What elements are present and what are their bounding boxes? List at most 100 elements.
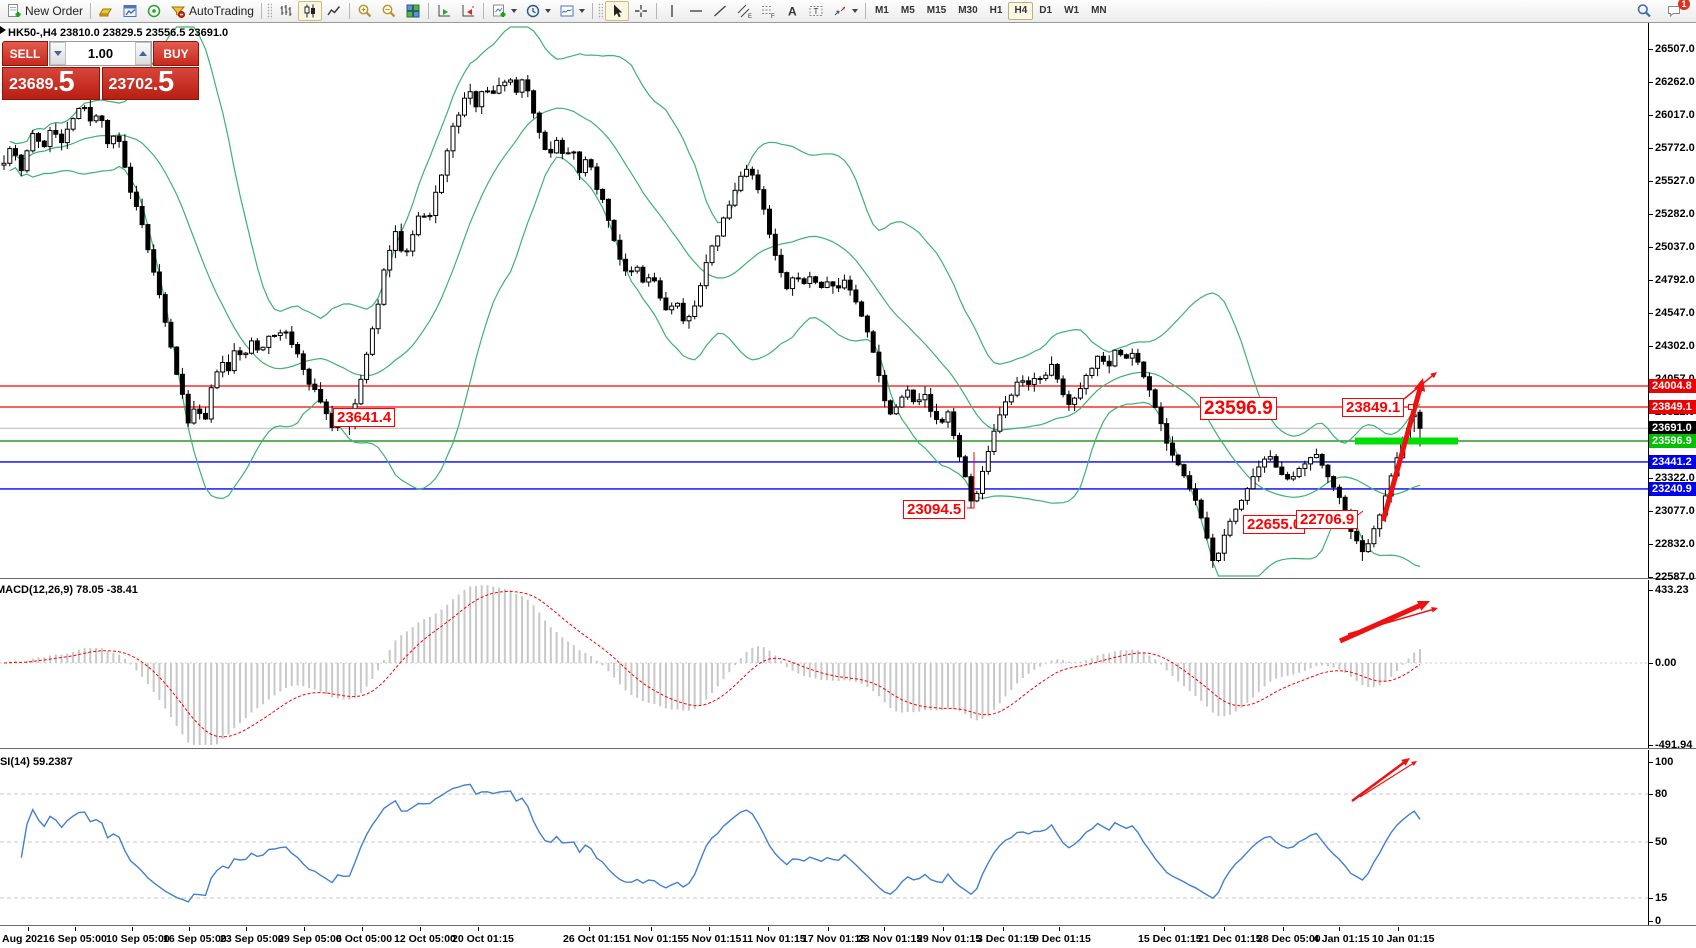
- signals-button[interactable]: [142, 1, 166, 21]
- pane-separator-rsi[interactable]: [0, 748, 1696, 750]
- chart-shift-button[interactable]: [456, 1, 480, 21]
- bar-chart-button[interactable]: [274, 1, 298, 21]
- dropdown-caret-icon: [578, 9, 585, 13]
- time-axis-label: 11 Nov 01:15: [742, 933, 806, 945]
- dropdown-caret-icon: [544, 9, 551, 13]
- toolbar-separator: [864, 3, 866, 19]
- tile-windows-button[interactable]: [401, 1, 425, 21]
- timeframe-h4-button[interactable]: H4: [1008, 2, 1034, 20]
- timeframe-m1-button[interactable]: M1: [874, 5, 889, 16]
- autotrading-button[interactable]: AutoTrading: [166, 1, 258, 21]
- zoom-out-button[interactable]: [377, 1, 401, 21]
- time-axis-label: 26 Oct 01:15: [563, 933, 625, 945]
- equidistant-channel-tool[interactable]: E: [732, 1, 756, 21]
- price-axis-tick-mark: [1649, 280, 1653, 281]
- sell-price-dot: .: [53, 74, 59, 94]
- price-callout-22655-0[interactable]: 22655.0: [1243, 515, 1306, 534]
- fibonacci-tool[interactable]: F: [756, 1, 780, 21]
- buy-button[interactable]: BUY: [153, 41, 199, 66]
- line-chart-button[interactable]: [322, 1, 346, 21]
- zoom-in-button[interactable]: [353, 1, 377, 21]
- object-anchor-handle[interactable]: [1408, 404, 1414, 410]
- rsi-axis-tick-mark: [1649, 794, 1653, 795]
- time-axis-tick-mark: [189, 927, 190, 931]
- price-axis-tick-label: 25527.0: [1655, 174, 1695, 187]
- time-axis-label: 1 Nov 01:15: [625, 933, 684, 945]
- horizontal-line-tool[interactable]: [684, 1, 708, 21]
- price-callout-23641-4[interactable]: 23641.4: [333, 408, 396, 427]
- arrows-tool[interactable]: [828, 1, 862, 21]
- toolbar-separator: [427, 3, 429, 19]
- text-tool[interactable]: A: [780, 1, 804, 21]
- timeframe-mn-button[interactable]: MN: [1091, 5, 1107, 16]
- time-axis[interactable]: Aug 2021 6 Sep 05:00 10 Sep 05:00 16 Sep 05…: [0, 927, 1696, 948]
- timeframe-w1-button[interactable]: W1: [1064, 5, 1080, 16]
- triangle-down-icon: [54, 51, 62, 56]
- price-axis-border: [1648, 23, 1649, 926]
- price-axis-tick-label: 24547.0: [1655, 306, 1695, 319]
- cursor-tool-button[interactable]: [604, 1, 629, 21]
- toolbar-drag-handle[interactable]: [266, 3, 272, 19]
- zoom-out-icon: [381, 3, 397, 19]
- templates-button[interactable]: [555, 1, 589, 21]
- volume-input[interactable]: 1.00: [87, 46, 114, 61]
- new-chart-window-button[interactable]: [118, 1, 142, 21]
- search-button[interactable]: [1632, 1, 1656, 21]
- new-chart-button[interactable]: [487, 1, 521, 21]
- toolbar-drag-handle[interactable]: [597, 3, 603, 19]
- time-axis-label: 17 Nov 01:15: [802, 933, 867, 945]
- rsi-axis-tick-mark: [1649, 762, 1653, 763]
- candlestick-chart-button[interactable]: [297, 1, 322, 21]
- crosshair-tool-button[interactable]: [629, 1, 653, 21]
- price-callout-23596-9[interactable]: 23596.9: [1200, 397, 1277, 420]
- candle-mode-icon: [302, 3, 318, 19]
- svg-text:T: T: [813, 7, 818, 16]
- rsi-axis-tick-mark: [1649, 898, 1653, 899]
- buy-price-display[interactable]: 23702 . 5: [101, 67, 199, 100]
- time-axis-tick-mark: [768, 927, 769, 931]
- trendline-tool[interactable]: [708, 1, 732, 21]
- auto-scroll-button[interactable]: [432, 1, 456, 21]
- trend-arrow-objects[interactable]: [1338, 372, 1438, 803]
- autotrading-button-label: AutoTrading: [189, 4, 254, 18]
- sell-price-main: 23689: [9, 76, 54, 93]
- timeframe-m5-button[interactable]: M5: [900, 5, 915, 16]
- new-order-button[interactable]: New Order: [2, 1, 87, 21]
- toolbar-separator: [90, 3, 92, 19]
- dropdown-caret-icon: [851, 9, 858, 13]
- macd-axis-tick-mark: [1649, 663, 1653, 664]
- cursor-icon: [609, 3, 625, 19]
- timeframe-m30-button[interactable]: M30: [958, 5, 978, 16]
- sell-price-big-digit: 5: [58, 66, 75, 98]
- buy-price-main: 23702: [108, 76, 154, 93]
- price-callout-23094-5[interactable]: 23094.5: [903, 500, 966, 519]
- price-badge-24004-8: 24004.8: [1649, 379, 1696, 394]
- arrows-tool-icon: [832, 3, 848, 19]
- price-axis-tick-mark: [1649, 49, 1653, 50]
- horizontal-line-objects[interactable]: [0, 385, 1648, 490]
- notifications-button[interactable]: 1: [1662, 0, 1690, 21]
- chart-canvas[interactable]: [0, 0, 1648, 948]
- rsi-indicator-label: RSI(14) 59.2387: [0, 756, 73, 768]
- timeframe-h1-button[interactable]: H1: [989, 5, 1003, 16]
- market-depth-button[interactable]: [94, 1, 118, 21]
- hline-icon: [688, 3, 704, 19]
- timeframe-m15-button[interactable]: M15: [926, 5, 947, 16]
- periods-button[interactable]: [521, 1, 555, 21]
- vertical-line-tool[interactable]: [660, 1, 684, 21]
- price-callout-23849-1[interactable]: 23849.1: [1342, 398, 1405, 417]
- pane-separator-macd[interactable]: [0, 578, 1696, 580]
- price-axis-tick-label: 24792.0: [1655, 273, 1695, 286]
- volume-decrease-button[interactable]: [50, 42, 66, 65]
- price-axis-tick-label: 25282.0: [1655, 207, 1695, 220]
- timeframe-d1-button[interactable]: D1: [1039, 5, 1053, 16]
- text-icon: A: [784, 3, 800, 19]
- symbol-marker-icon: [0, 26, 6, 34]
- volume-increase-button[interactable]: [135, 42, 151, 65]
- sell-price-display[interactable]: 23689 . 5: [2, 67, 100, 100]
- sell-button[interactable]: SELL: [2, 41, 48, 66]
- time-axis-tick-mark: [1224, 927, 1225, 931]
- text-label-tool[interactable]: T: [804, 1, 828, 21]
- macd-indicator-label: MACD(12,26,9) 78.05 -38.41: [0, 584, 138, 596]
- price-callout-22706-9[interactable]: 22706.9: [1296, 510, 1359, 529]
